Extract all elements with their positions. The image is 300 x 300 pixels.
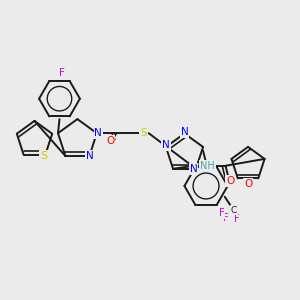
Text: C: C: [231, 206, 237, 215]
Text: N: N: [85, 151, 93, 161]
Text: F: F: [234, 214, 240, 224]
Text: S: S: [40, 151, 47, 161]
Text: S: S: [140, 128, 147, 138]
Text: O: O: [106, 136, 114, 146]
Text: O: O: [244, 179, 252, 189]
Text: N: N: [94, 128, 102, 138]
Text: O: O: [226, 176, 234, 186]
Text: N: N: [181, 127, 188, 137]
Text: N: N: [190, 164, 197, 174]
Text: NH: NH: [200, 161, 215, 171]
Text: N: N: [162, 140, 170, 151]
Text: F: F: [219, 208, 225, 218]
Text: F: F: [59, 68, 65, 78]
Text: F: F: [224, 213, 229, 223]
